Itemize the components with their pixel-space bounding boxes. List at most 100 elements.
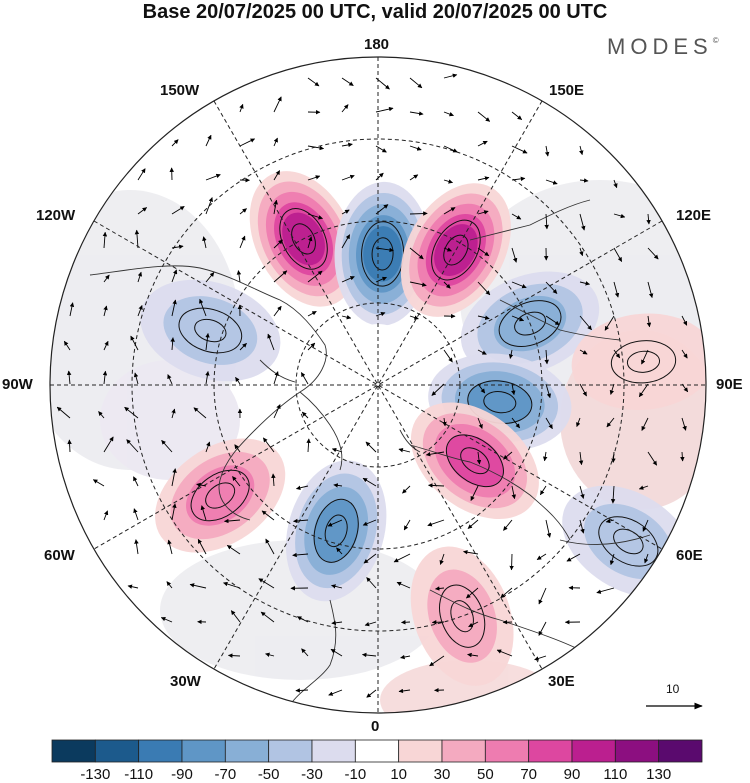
colorbar-label: -50 <box>257 766 280 783</box>
wind-arrow <box>375 276 387 283</box>
anomaly-pos-high-150e <box>400 183 511 317</box>
wind-arrow <box>443 111 454 117</box>
wind-arrow <box>431 383 445 396</box>
wind-arrow <box>258 578 275 589</box>
wind-arrow <box>166 581 173 589</box>
wind-arrow <box>103 305 108 317</box>
wind-arrow <box>508 349 514 359</box>
wind-arrow <box>103 436 114 453</box>
wind-arrow <box>375 311 386 317</box>
wind-arrow <box>171 408 176 419</box>
wind-arrow <box>375 106 394 113</box>
wind-arrow <box>333 483 343 488</box>
vector-scale-label: 10 <box>666 682 680 696</box>
wind-arrow <box>429 655 445 667</box>
circulation-loop <box>598 516 659 567</box>
wind-arrow <box>239 103 244 113</box>
wind-arrow <box>261 510 275 521</box>
colorbar-bin <box>138 739 183 763</box>
wind-arrow <box>341 234 351 249</box>
wind-arrow <box>134 229 140 249</box>
brand-mark: © <box>712 36 719 45</box>
wind-arrow <box>306 438 311 453</box>
anomaly-pos-region-20e <box>410 546 514 686</box>
wind-arrow <box>171 244 184 250</box>
wind-arrow <box>167 374 173 385</box>
wind-arrow <box>611 451 616 463</box>
wind-arrow <box>579 485 585 499</box>
wind-arrow <box>434 586 445 591</box>
wind-arrow <box>200 505 207 521</box>
colorbar-bin <box>51 739 96 763</box>
wind-arrow <box>92 479 105 487</box>
colorbar-label: -10 <box>344 766 367 783</box>
wind-arrow <box>239 138 256 147</box>
wind-arrow <box>398 447 411 453</box>
wind-arrow <box>641 417 649 431</box>
wind-arrow <box>69 302 75 317</box>
circulation-loop <box>498 300 562 347</box>
lon-label-180: 180 <box>364 36 390 53</box>
wind-arrow <box>496 649 513 657</box>
wind-arrow <box>137 271 143 283</box>
wind-arrow <box>467 519 479 529</box>
wind-arrow <box>511 417 521 429</box>
colorbar-label: -70 <box>214 766 237 783</box>
wind-arrow <box>361 652 377 658</box>
wind-arrow <box>375 145 387 153</box>
wind-arrow <box>307 175 321 181</box>
wind-arrow <box>102 231 108 249</box>
wind-arrow <box>363 553 377 564</box>
wind-arrow <box>171 139 179 147</box>
wind-arrow <box>273 305 282 317</box>
colorbar-label: 30 <box>433 766 451 783</box>
wind-arrow <box>364 621 377 627</box>
colorbar <box>51 739 703 763</box>
wind-arrow <box>205 332 210 351</box>
circulation-loop <box>483 390 517 414</box>
wind-arrow <box>503 519 513 531</box>
wind-arrow <box>328 689 343 696</box>
wind-arrow <box>409 111 424 116</box>
wind-arrow <box>197 538 207 555</box>
wind-arrow <box>307 145 325 151</box>
colorbar-label: 90 <box>563 766 581 783</box>
wind-arrow <box>235 377 241 385</box>
wind-arrow <box>443 73 458 79</box>
wind-arrow <box>647 451 658 466</box>
circulation-loop <box>514 311 546 336</box>
wind-arrow <box>638 383 649 398</box>
wind-arrow <box>576 417 581 428</box>
wind-arrow <box>477 349 487 355</box>
wind-arrow <box>503 451 513 460</box>
wind-arrow <box>273 239 283 249</box>
wind-arrow <box>171 503 177 521</box>
wind-arrow <box>613 213 626 219</box>
wind-arrow <box>103 340 109 351</box>
wind-arrow <box>134 539 139 555</box>
wind-arrow <box>409 145 422 151</box>
wind-arrow <box>443 281 451 289</box>
wind-arrow <box>393 553 411 563</box>
wind-arrow <box>401 620 411 625</box>
wind-arrow <box>127 584 139 589</box>
wind-arrow <box>296 616 309 623</box>
wind-arrow <box>545 315 560 326</box>
wind-arrow <box>362 519 377 526</box>
wind-arrow <box>273 270 288 283</box>
wind-arrow <box>295 688 309 693</box>
circulation-loop <box>626 350 661 373</box>
wind-arrow <box>511 213 522 220</box>
wind-arrow <box>293 518 309 524</box>
wind-arrow <box>126 439 139 453</box>
wind-arrow <box>133 508 139 521</box>
wind-arrow <box>262 437 275 453</box>
anomaly-contour <box>434 224 478 276</box>
wind-arrow <box>443 349 453 363</box>
anomaly-neg-region-110w <box>140 279 281 382</box>
colorbar-bin <box>311 739 356 763</box>
coastlines <box>89 199 651 706</box>
wind-arrow <box>137 207 148 215</box>
wind-arrow <box>681 383 689 393</box>
wind-arrow <box>133 372 139 385</box>
